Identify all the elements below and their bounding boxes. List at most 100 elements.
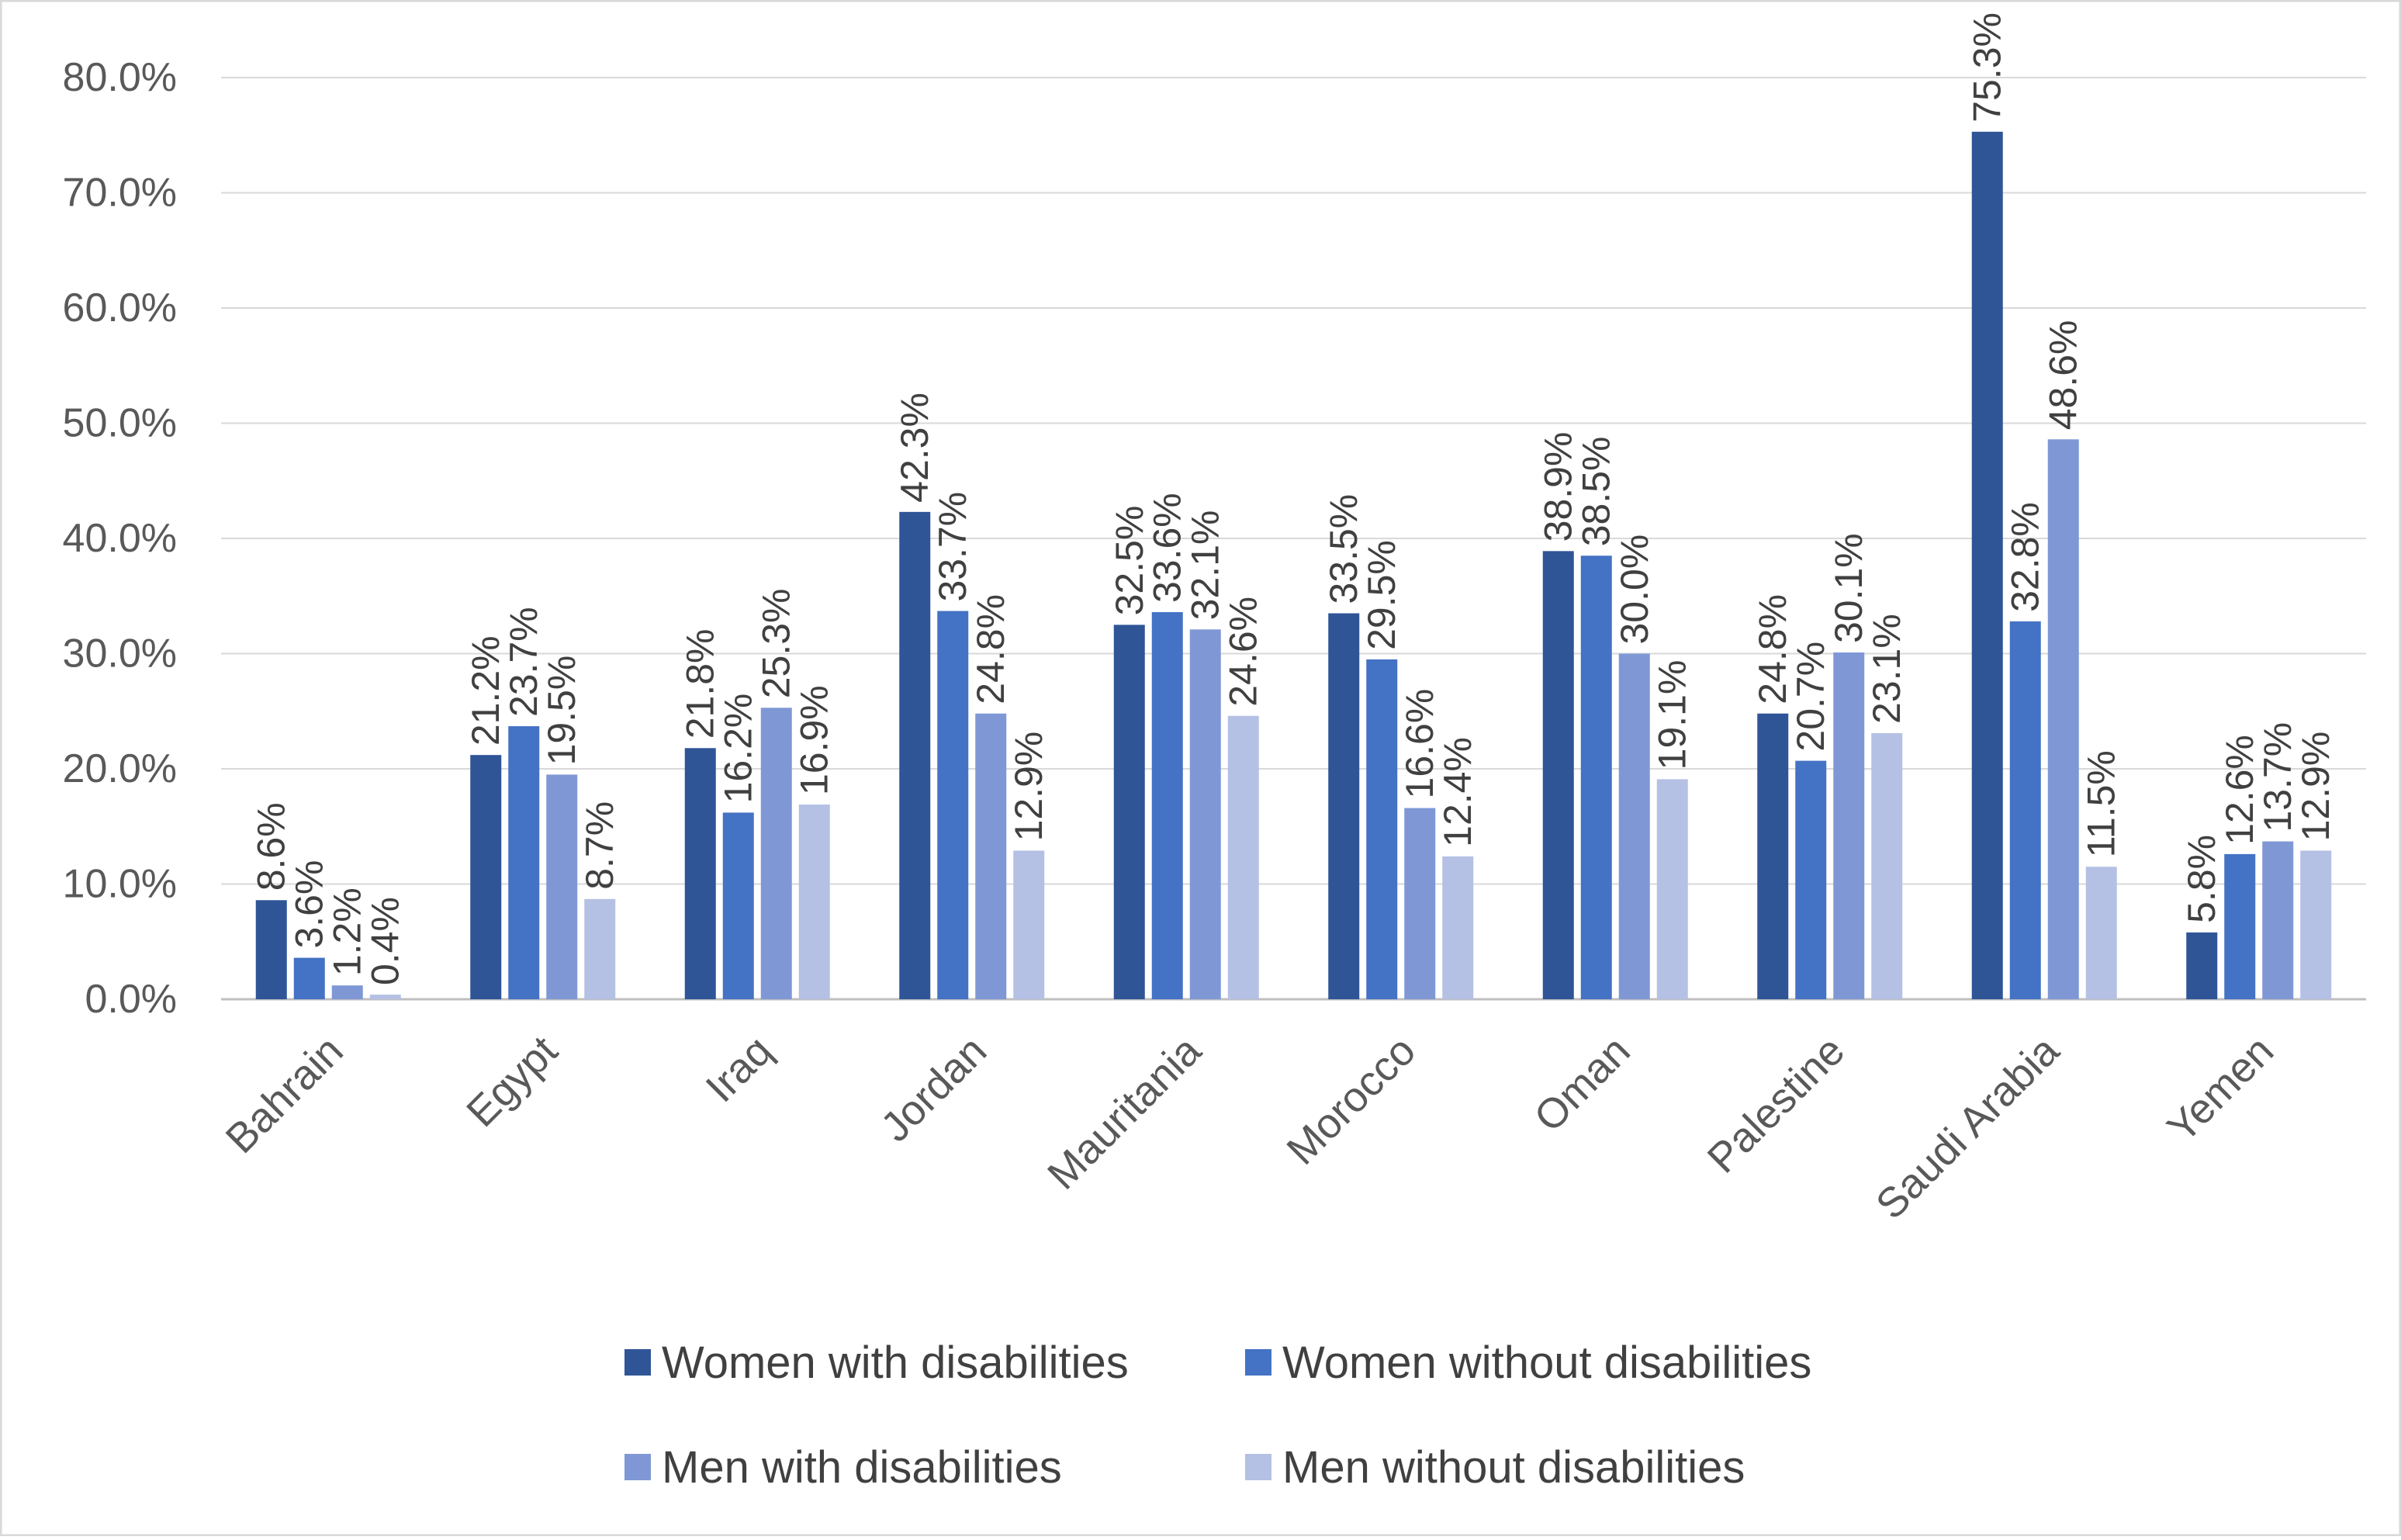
legend-item: Women without disabilities [1245,1338,1811,1388]
data-label: 1.2% [326,888,369,976]
bar [331,985,363,999]
bar [1833,652,1865,999]
legend-swatch [624,1454,651,1480]
data-label: 13.7% [2256,722,2299,832]
data-label: 23.1% [1865,614,1908,724]
bar [937,611,969,999]
data-label: 11.5% [2080,750,2123,857]
bar [2300,850,2332,999]
bar [2009,621,2041,999]
bars [255,131,2332,999]
data-label: 23.7% [502,607,545,717]
bar [2224,853,2256,999]
data-label: 38.9% [1537,432,1580,542]
data-label: 12.9% [2294,732,2337,842]
gridlines [221,77,2366,1001]
bar [2186,932,2218,999]
data-label: 8.6% [250,802,293,891]
bar [1542,551,1574,999]
bar [255,900,287,999]
legend-label: Men without disabilities [1282,1442,1745,1493]
bar [1656,779,1688,999]
data-label: 21.8% [679,628,722,739]
bar [899,511,931,999]
bar [1366,659,1398,999]
data-label: 33.6% [1146,493,1189,603]
y-tick-label: 50.0% [63,401,177,446]
bar [1580,555,1612,999]
bar [1404,808,1436,999]
y-tick-label: 60.0% [63,286,177,330]
bar [760,708,792,999]
bar [1442,856,1474,999]
bar [1328,613,1360,999]
bar [546,774,578,999]
bar [2085,867,2117,999]
legend-swatch [1245,1349,1271,1376]
y-tick-label: 80.0% [63,55,177,100]
data-label: 19.5% [540,656,583,766]
data-label: 24.8% [1751,594,1794,704]
data-label: 33.7% [931,492,974,602]
legend-label: Women with disabilities [662,1338,1129,1388]
data-label: 42.3% [893,393,936,503]
bar [293,957,325,999]
y-axis: 0.0% 10.0% 20.0% 30.0% 40.0% 50.0% 60.0% 70.0% 8… [63,55,177,1022]
data-label: 20.7% [1789,642,1832,752]
bar [798,805,830,999]
data-label: 30.0% [1613,535,1656,645]
bar [1871,732,1903,999]
y-tick-label: 40.0% [63,516,177,561]
data-label: 12.6% [2218,735,2261,845]
bar [1189,629,1221,999]
data-label: 24.6% [1222,597,1265,707]
data-label: 30.1% [1827,533,1870,643]
legend: Women with disabilities Women without dis… [624,1338,1811,1493]
bar [1757,713,1789,999]
bar [1795,760,1827,999]
legend-item: Men with disabilities [624,1442,1062,1493]
data-label: 32.1% [1184,510,1227,621]
legend-swatch [1245,1454,1271,1480]
data-label: 19.1% [1651,660,1694,770]
data-label: 25.3% [755,589,798,699]
data-label: 8.7% [578,801,621,890]
bar [470,755,502,999]
y-tick-label: 0.0% [85,977,177,1022]
legend-label: Women without disabilities [1282,1338,1811,1388]
data-label: 3.6% [288,860,331,949]
data-label: 33.5% [1322,494,1365,604]
data-label: 32.5% [1108,506,1151,616]
bar [2262,841,2294,999]
bar [2047,439,2079,999]
legend-item: Women with disabilities [624,1338,1129,1388]
data-labels: 8.6%3.6%1.2%0.4% 21.2%23.7%19.5% 8.7% 21.8%… [250,12,2338,985]
y-tick-label: 70.0% [63,171,177,216]
y-tick-label: 20.0% [63,746,177,791]
data-label: 29.5% [1360,540,1403,650]
bar [1971,131,2003,999]
bar [1151,612,1183,999]
legend-item: Men without disabilities [1245,1442,1745,1493]
data-label: 12.4% [1436,737,1479,847]
data-label: 32.8% [2004,502,2047,612]
data-label: 16.2% [717,694,760,804]
bar [1227,715,1259,999]
bar [369,995,401,999]
bar [1113,625,1145,999]
data-label: 16.6% [1398,689,1441,799]
data-label: 12.9% [1007,732,1050,842]
data-label: 16.9% [793,685,836,795]
data-label: 24.8% [969,594,1012,704]
bar [975,713,1007,999]
bar [722,812,754,999]
y-tick-label: 30.0% [63,632,177,677]
bar [584,898,616,999]
legend-label: Men with disabilities [662,1442,1062,1493]
data-label: 5.8% [2180,835,2223,923]
data-label: 0.4% [364,897,407,985]
data-label: 48.6% [2042,320,2085,431]
bar [1013,850,1045,999]
